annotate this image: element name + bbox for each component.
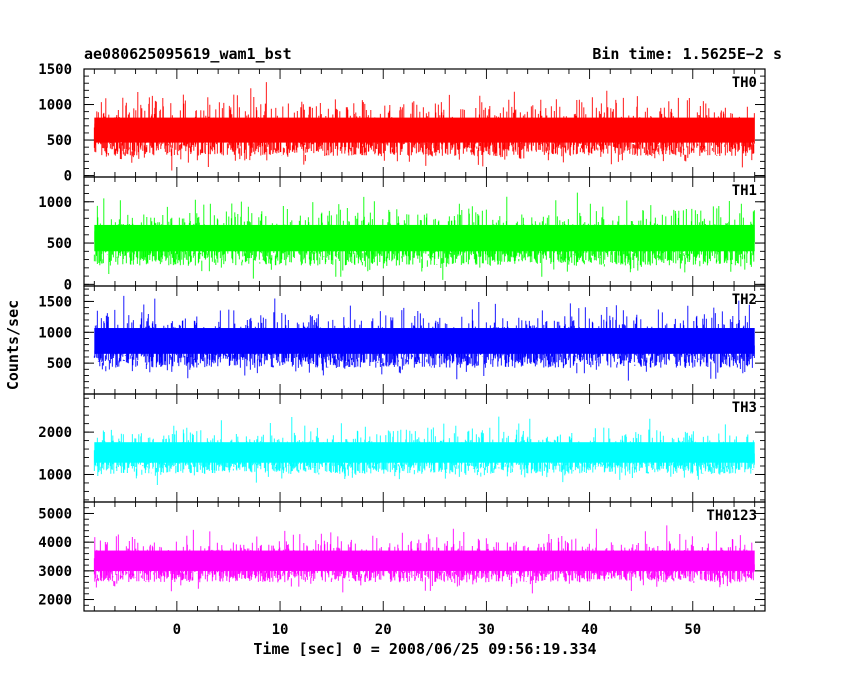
x-tick-label: 20 <box>375 622 392 638</box>
x-tick-label: 0 <box>173 622 181 638</box>
series-core-th3 <box>94 442 755 463</box>
y-tick-label: 0 <box>64 277 72 293</box>
y-tick-label: 5000 <box>38 506 72 522</box>
y-tick-label: 0 <box>64 169 72 185</box>
panel-th2: 500 1000 1500 TH2 <box>38 285 766 395</box>
y-tick-label: 2000 <box>38 425 72 441</box>
y-tick-label: 3000 <box>38 564 72 580</box>
y-tick-label: 2000 <box>38 593 72 609</box>
y-tick-label: 1500 <box>38 62 72 78</box>
panel-th1: 0 500 1000 TH1 <box>38 176 766 293</box>
y-tick-label: 4000 <box>38 535 72 551</box>
panel-label-th0: TH0 <box>732 75 757 91</box>
panel-th3: 1000 2000 TH3 <box>38 393 766 503</box>
chart-title-right: Bin time: 1.5625E−2 s <box>592 45 782 63</box>
panel-th0123: 2000 3000 4000 5000 TH0123 <box>38 501 766 612</box>
x-axis-label: Time [sec] 0 = 2008/06/25 09:56:19.334 <box>253 640 596 658</box>
y-tick-label: 500 <box>47 133 72 149</box>
panel-th0: 0 500 1000 1500 TH0 <box>38 62 766 185</box>
y-tick-label: 1000 <box>38 467 72 483</box>
x-tick-label: 10 <box>272 622 289 638</box>
y-tick-label: 500 <box>47 356 72 372</box>
series-core-th2 <box>94 328 755 354</box>
y-tick-label: 1000 <box>38 98 72 114</box>
series-core-th0123 <box>94 550 755 572</box>
y-tick-label: 1500 <box>38 294 72 310</box>
y-tick-label: 1000 <box>38 325 72 341</box>
x-tick-label: 40 <box>581 622 598 638</box>
panel-label-th3: TH3 <box>732 400 757 416</box>
y-tick-label: 1000 <box>38 195 72 211</box>
x-tick-label: 50 <box>684 622 701 638</box>
y-axis-label: Counts/sec <box>4 300 22 390</box>
panel-label-th1: TH1 <box>732 183 757 199</box>
panel-label-th2: TH2 <box>732 292 757 308</box>
chart-title-left: ae080625095619_wam1_bst <box>84 45 292 63</box>
y-tick-label: 500 <box>47 236 72 252</box>
panel-label-th0123: TH0123 <box>706 508 757 524</box>
series-core-th1 <box>94 224 755 252</box>
x-tick-label: 30 <box>478 622 495 638</box>
series-core-th0 <box>94 117 755 143</box>
